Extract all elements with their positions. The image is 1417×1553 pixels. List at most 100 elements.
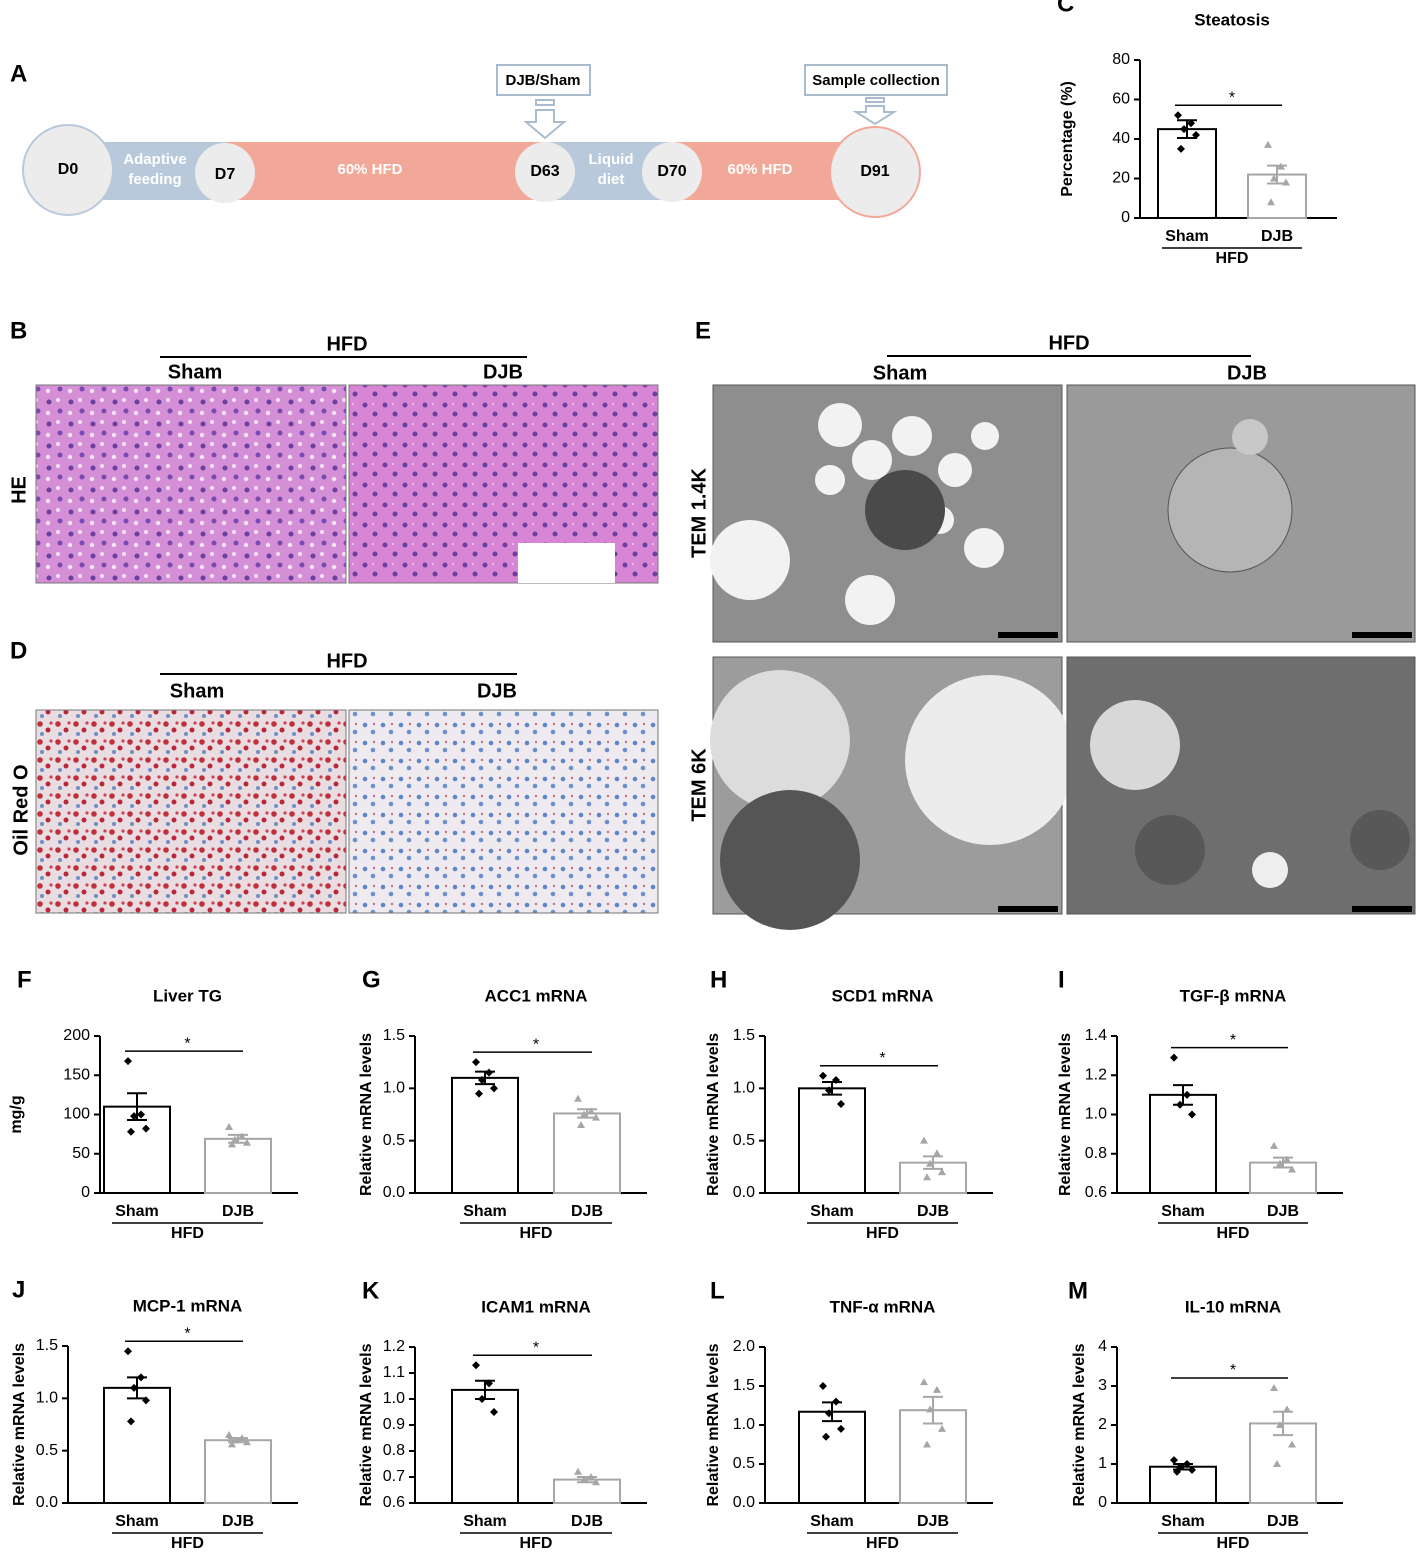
y-tick-label: 0.5 — [36, 1442, 58, 1459]
x-tick-label: DJB — [1267, 1513, 1299, 1530]
y-tick-label: 0.0 — [733, 1184, 755, 1201]
images — [35, 384, 1416, 930]
data-point — [475, 1089, 483, 1098]
data-point — [127, 1417, 135, 1426]
data-point — [1183, 1090, 1191, 1099]
data-point — [1288, 1165, 1296, 1173]
node-label: D91 — [860, 163, 889, 180]
segment-label: Adaptive — [123, 151, 186, 168]
y-tick-label: 80 — [1112, 51, 1130, 68]
y-tick-label: 0.5 — [733, 1455, 755, 1472]
bar — [1157, 128, 1217, 219]
node-label: D0 — [58, 161, 79, 178]
data-point — [587, 1473, 595, 1480]
chart-title: ICAM1 mRNA — [481, 1297, 591, 1316]
bar — [103, 1105, 171, 1195]
chart-title: TGF-β mRNA — [1180, 986, 1287, 1005]
panel-letter: J — [12, 1276, 25, 1303]
y-tick-label: 50 — [72, 1145, 90, 1162]
panel-letter: D — [10, 637, 27, 664]
bar — [103, 1386, 171, 1505]
bar-chart: J MCP-1 mRNA Relative mRNA levels 0.0 0.5 1.0… — [11, 1276, 298, 1552]
data-point — [238, 1434, 246, 1442]
chart-title: TNF-α mRNA — [830, 1297, 936, 1316]
panel-letter: L — [710, 1277, 725, 1304]
group-label: HFD — [171, 1535, 204, 1552]
y-tick-label: 1.0 — [383, 1390, 405, 1407]
error-bar — [822, 1081, 842, 1096]
y-tick-label: 0.0 — [733, 1494, 755, 1511]
micrograph — [35, 384, 347, 584]
segment-label: 60% HFD — [727, 161, 792, 178]
droplet — [1232, 419, 1268, 455]
droplet — [1090, 700, 1180, 790]
data-point — [819, 1071, 827, 1080]
y-tick-label: 1.4 — [1085, 1027, 1107, 1044]
y-tick-label: 2.0 — [733, 1338, 755, 1355]
panel-letter: H — [710, 966, 727, 993]
nucleus — [1167, 447, 1293, 573]
group-label: HFD — [866, 1225, 899, 1242]
panel-letter: A — [10, 60, 27, 87]
column-label: DJB — [483, 361, 523, 383]
y-tick-label: 1.5 — [733, 1377, 755, 1394]
data-point — [490, 1408, 498, 1416]
node — [829, 126, 921, 218]
y-tick-label: 20 — [1112, 170, 1130, 187]
data-point — [478, 1395, 486, 1403]
y-tick-label: 40 — [1112, 130, 1130, 147]
y-tick-label: 0.9 — [383, 1416, 405, 1433]
data-point — [933, 1385, 941, 1393]
data-point — [1176, 1100, 1184, 1109]
group-label: HFD — [1216, 250, 1249, 267]
y-tick-label: 150 — [63, 1066, 90, 1083]
panel-letter: K — [362, 1277, 380, 1304]
y-tick-label: 0 — [81, 1184, 90, 1201]
x-tick-label: DJB — [917, 1513, 949, 1530]
droplet — [905, 675, 1075, 845]
chart-title: Steatosis — [1194, 10, 1270, 29]
x-tick-label: Sham — [463, 1513, 507, 1530]
data-point — [1177, 144, 1185, 153]
node-label: D7 — [215, 166, 236, 183]
lipid-droplets — [710, 403, 1004, 625]
x-tick-label: DJB — [571, 1203, 603, 1220]
data-point — [577, 1120, 585, 1128]
mitochondrion — [1350, 810, 1410, 870]
mitochondrion — [1135, 815, 1205, 885]
data-point — [1276, 1159, 1284, 1167]
data-point — [926, 1405, 934, 1413]
segment-label: diet — [598, 171, 625, 188]
data-point — [822, 1432, 830, 1441]
y-axis-label: Relative mRNA levels — [1057, 1033, 1074, 1196]
y-tick-label: 1.0 — [383, 1080, 405, 1097]
data-point — [920, 1136, 928, 1144]
significance-label: * — [1230, 1032, 1236, 1049]
group-label: HFD — [1217, 1535, 1250, 1552]
data-point — [231, 1436, 239, 1444]
data-point — [472, 1058, 480, 1067]
data-point — [225, 1123, 233, 1131]
y-tick-label: 1.0 — [733, 1080, 755, 1097]
callout-box — [496, 64, 591, 96]
data-point — [243, 1438, 251, 1446]
panel-letter: I — [1058, 966, 1065, 993]
bar-chart: M IL-10 mRNA Relative mRNA levels 0 1 2 3 4 Sham… — [1068, 1277, 1343, 1552]
data-point — [238, 1132, 246, 1140]
y-tick-label: 0.5 — [733, 1132, 755, 1149]
segment — [225, 142, 545, 200]
blank — [518, 543, 615, 583]
y-axis-label: Relative mRNA levels — [358, 1343, 375, 1506]
bar-chart: L TNF-α mRNA Relative mRNA levels 0.0 0.5 1.0… — [705, 1277, 993, 1552]
data-point — [938, 1168, 946, 1176]
panel-letter: C — [1057, 0, 1074, 17]
chart-title: Liver TG — [153, 986, 222, 1005]
node — [195, 143, 255, 203]
y-tick-label: 0.0 — [36, 1494, 58, 1511]
y-tick-label: 2 — [1098, 1416, 1107, 1433]
data-point — [243, 1138, 251, 1146]
y-tick-label: 0 — [1121, 209, 1130, 226]
data-point — [1173, 1467, 1181, 1476]
data-point — [142, 1396, 150, 1405]
